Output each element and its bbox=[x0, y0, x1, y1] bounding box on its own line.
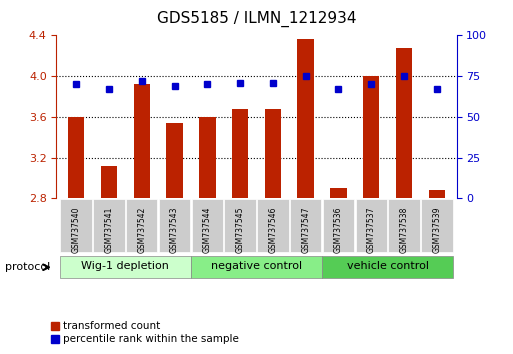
Bar bbox=[298, 40, 314, 198]
FancyBboxPatch shape bbox=[126, 199, 157, 252]
Bar bbox=[166, 123, 183, 198]
Text: GSM737544: GSM737544 bbox=[203, 206, 212, 253]
Bar bbox=[265, 109, 281, 198]
Bar bbox=[133, 84, 150, 198]
FancyBboxPatch shape bbox=[61, 199, 92, 252]
Text: Wig-1 depletion: Wig-1 depletion bbox=[82, 261, 169, 272]
Bar bbox=[363, 76, 380, 198]
Text: GSM737543: GSM737543 bbox=[170, 206, 179, 253]
FancyBboxPatch shape bbox=[191, 256, 322, 278]
FancyBboxPatch shape bbox=[257, 199, 289, 252]
FancyBboxPatch shape bbox=[191, 199, 223, 252]
FancyBboxPatch shape bbox=[60, 256, 191, 278]
Text: GSM737541: GSM737541 bbox=[105, 206, 113, 253]
FancyBboxPatch shape bbox=[93, 199, 125, 252]
Legend: transformed count, percentile rank within the sample: transformed count, percentile rank withi… bbox=[46, 317, 243, 348]
Text: GDS5185 / ILMN_1212934: GDS5185 / ILMN_1212934 bbox=[157, 11, 356, 27]
FancyBboxPatch shape bbox=[290, 199, 322, 252]
Bar bbox=[429, 190, 445, 198]
FancyBboxPatch shape bbox=[421, 199, 452, 252]
Bar bbox=[396, 48, 412, 198]
Text: GSM737547: GSM737547 bbox=[301, 206, 310, 253]
Text: GSM737542: GSM737542 bbox=[137, 206, 146, 253]
FancyBboxPatch shape bbox=[356, 199, 387, 252]
Text: GSM737538: GSM737538 bbox=[400, 206, 408, 253]
Text: GSM737546: GSM737546 bbox=[268, 206, 278, 253]
Text: protocol: protocol bbox=[5, 262, 50, 272]
FancyBboxPatch shape bbox=[159, 199, 190, 252]
Bar bbox=[199, 117, 215, 198]
FancyBboxPatch shape bbox=[388, 199, 420, 252]
Bar bbox=[232, 109, 248, 198]
Text: GSM737537: GSM737537 bbox=[367, 206, 376, 253]
Bar bbox=[68, 117, 84, 198]
FancyBboxPatch shape bbox=[323, 199, 354, 252]
Bar bbox=[330, 188, 347, 198]
FancyBboxPatch shape bbox=[322, 256, 453, 278]
Text: GSM737536: GSM737536 bbox=[334, 206, 343, 253]
Text: negative control: negative control bbox=[211, 261, 302, 272]
Text: GSM737540: GSM737540 bbox=[72, 206, 81, 253]
Text: vehicle control: vehicle control bbox=[347, 261, 429, 272]
FancyBboxPatch shape bbox=[224, 199, 256, 252]
Text: GSM737545: GSM737545 bbox=[235, 206, 245, 253]
Bar bbox=[101, 166, 117, 198]
Text: GSM737539: GSM737539 bbox=[432, 206, 441, 253]
